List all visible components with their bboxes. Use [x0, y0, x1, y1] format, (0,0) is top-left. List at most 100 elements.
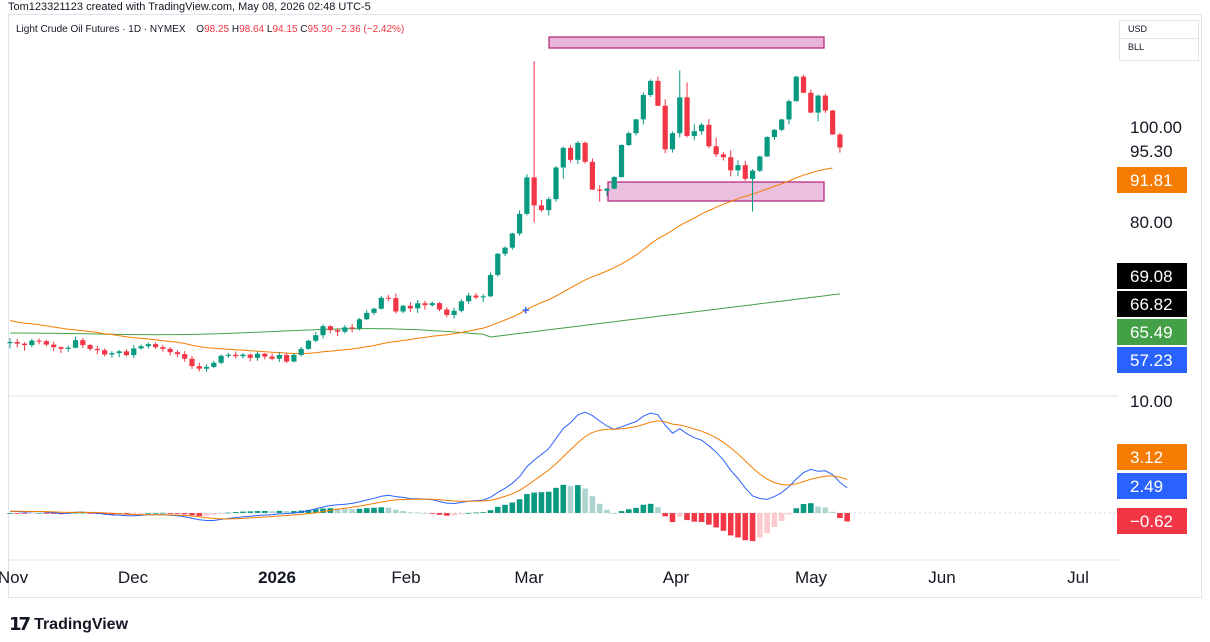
macd-histogram-bar — [567, 485, 574, 513]
candle — [240, 353, 246, 359]
legend-high-value: 98.64 — [239, 24, 265, 35]
time-axis-tick: Nov — [0, 568, 29, 587]
macd-histogram-bar — [130, 513, 137, 515]
macd-histogram-bar — [509, 502, 516, 513]
candle-body — [102, 350, 108, 355]
candle-body — [837, 134, 843, 148]
candle-body — [786, 101, 792, 120]
candle-body — [815, 95, 821, 113]
candle — [276, 352, 282, 362]
macd-histogram-bar — [771, 513, 778, 528]
macd-histogram-bar — [626, 509, 632, 513]
candle-body — [94, 348, 100, 351]
candle — [385, 294, 392, 302]
candle-body — [560, 147, 566, 168]
candle-body — [291, 354, 297, 362]
candle — [422, 300, 428, 310]
macd-histogram-bar — [291, 511, 297, 513]
candle-body — [7, 342, 13, 344]
macd-histogram-bar — [647, 503, 654, 513]
macd-histogram-bar — [196, 513, 203, 516]
candle-body — [364, 312, 370, 320]
candle-body — [36, 340, 42, 342]
candle-body — [677, 97, 683, 134]
price-axis: 80.00 100.00 95.30 91.81 69.08 66.82 65.49 57.2… — [1117, 118, 1187, 534]
macd-histogram-bar — [582, 488, 588, 513]
currency-label[interactable]: USD — [1128, 24, 1148, 34]
macd-histogram-bar — [808, 503, 814, 513]
candle — [451, 307, 457, 319]
time-axis-tick: Dec — [118, 568, 149, 587]
candle-body — [225, 354, 231, 356]
time-axis-tick: Jun — [928, 568, 955, 587]
candle-body — [167, 348, 173, 353]
macd-histogram-bar — [254, 511, 261, 513]
price-label-value: 65.49 — [1130, 323, 1173, 342]
tradingview-logo[interactable]: 17 TradingView — [9, 614, 128, 635]
macd-histogram-bar — [414, 512, 421, 514]
macd-label-box — [1117, 508, 1187, 534]
macd-histogram-bar — [14, 513, 21, 514]
candle — [560, 146, 566, 179]
candle-body — [182, 354, 188, 359]
macd-histogram-bar — [7, 513, 13, 514]
candle — [138, 344, 144, 350]
macd-histogram-bar — [189, 513, 195, 516]
macd-histogram-bar — [422, 513, 428, 514]
candle-body — [371, 308, 377, 313]
candle-body — [684, 97, 690, 136]
price-label-box — [1117, 167, 1187, 193]
candle — [633, 118, 639, 136]
candle-body — [626, 133, 632, 146]
macd-histogram-bar — [735, 513, 741, 538]
candle — [196, 362, 202, 372]
price-label-box — [1117, 319, 1187, 345]
legend-close-value: 95.30 — [307, 24, 333, 35]
candle-body — [342, 327, 348, 332]
candle — [269, 353, 275, 361]
macd-histogram-bar — [371, 507, 377, 513]
candle — [371, 307, 377, 316]
candle-body — [349, 327, 355, 329]
candle — [764, 136, 770, 157]
unit-label[interactable]: BLL — [1120, 38, 1198, 55]
macd-histogram-bar — [662, 513, 668, 517]
candle-body — [196, 366, 202, 369]
macd-histogram-bar — [640, 504, 647, 513]
candle — [757, 155, 763, 172]
candle-body — [597, 189, 603, 191]
candle — [225, 352, 231, 358]
currency-unit-box[interactable]: USD BLL — [1119, 20, 1199, 61]
price-label-value: 57.23 — [1130, 351, 1173, 370]
candle — [160, 345, 166, 352]
candle-body — [138, 346, 144, 349]
macd-histogram-bar — [167, 513, 173, 514]
legend-low-label: L — [266, 24, 273, 35]
time-axis-tick: Mar — [514, 568, 544, 587]
candle-body — [284, 355, 290, 362]
macd-histogram-bar — [727, 513, 734, 536]
macd-histogram-bar — [262, 510, 268, 513]
price-axis-tick: 80.00 — [1130, 213, 1173, 232]
candle — [720, 152, 727, 161]
candle-body — [713, 146, 719, 155]
candle — [36, 338, 42, 345]
candle — [436, 302, 443, 312]
macd-histogram-bar — [538, 492, 545, 513]
candle-body — [567, 147, 574, 160]
macd-histogram-bar — [451, 513, 457, 516]
candle-body — [793, 76, 799, 102]
macd-histogram-bar — [786, 513, 792, 515]
price-axis-tick: 100.00 — [1130, 118, 1182, 137]
macd-label-value: 2.49 — [1130, 477, 1163, 496]
candle — [626, 131, 632, 147]
candle-body — [822, 95, 828, 111]
macd-histogram-bar — [356, 508, 363, 513]
macd-histogram-bar — [487, 510, 494, 513]
candle — [546, 196, 552, 216]
candle — [589, 158, 595, 191]
candle — [800, 74, 807, 94]
candlestick-series — [7, 61, 843, 372]
macd-histogram-bar — [232, 511, 239, 513]
